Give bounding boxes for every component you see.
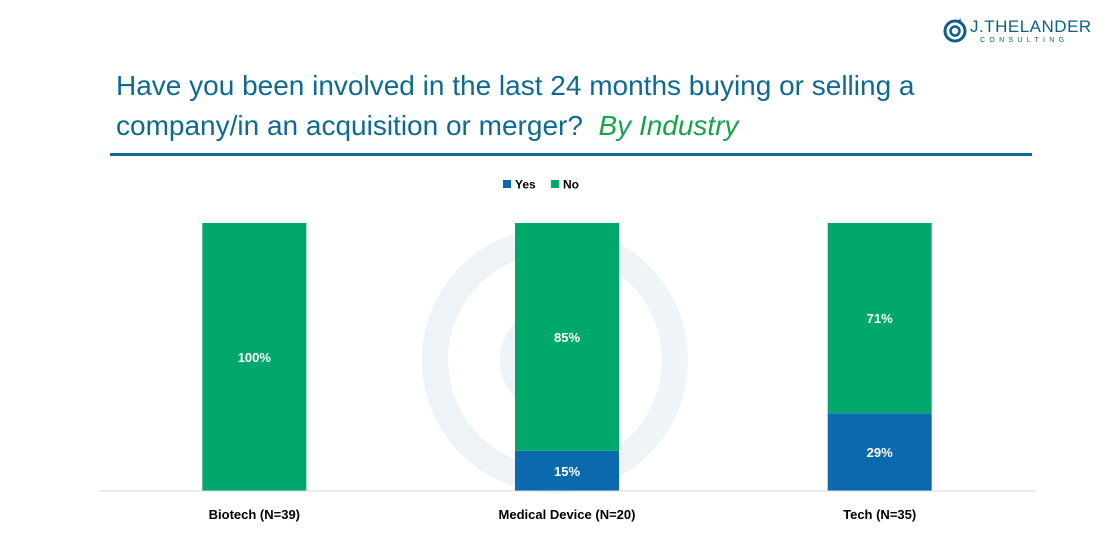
bar-no-1 (515, 223, 619, 451)
x-axis-labels: Biotech (N=39) Medical Device (N=20) Tech … (209, 507, 917, 522)
data-label-no-1: 85% (554, 330, 580, 345)
spiral-logo-icon (943, 19, 967, 43)
logo-tagline: CONSULTING (980, 37, 1069, 44)
bar-yes-2 (827, 413, 932, 491)
x-tick-label-1: Medical Device (N=20) (499, 507, 636, 522)
x-tick-label-2: Tech (N=35) (843, 507, 916, 522)
bar-no-2 (827, 223, 932, 414)
legend-swatch-yes (503, 180, 511, 188)
page-title: Have you been involved in the last 24 mo… (116, 66, 1036, 146)
title-main: Have you been involved in the last 24 mo… (116, 70, 915, 141)
bar-no-0 (202, 223, 307, 491)
data-label-yes-2: 29% (867, 445, 893, 460)
chart-legend: Yes No (503, 178, 579, 192)
company-logo: J.THELANDER CONSULTING (940, 16, 1092, 48)
x-tick-label-0: Biotech (N=39) (209, 507, 300, 522)
legend-swatch-no (551, 180, 559, 188)
bars-layer: 100% 15% 85% 29% 71% (202, 223, 932, 491)
logo-brand-text: J.THELANDER (970, 17, 1092, 36)
title-accent: By Industry (598, 110, 739, 141)
bar-yes-1 (515, 450, 619, 491)
legend-label-yes: Yes (515, 178, 536, 192)
title-divider (110, 153, 1032, 156)
data-label-yes-1: 15% (554, 464, 580, 479)
legend-label-no: No (563, 178, 579, 192)
data-label-no-0: 100% (238, 350, 272, 365)
data-label-no-2: 71% (867, 311, 893, 326)
